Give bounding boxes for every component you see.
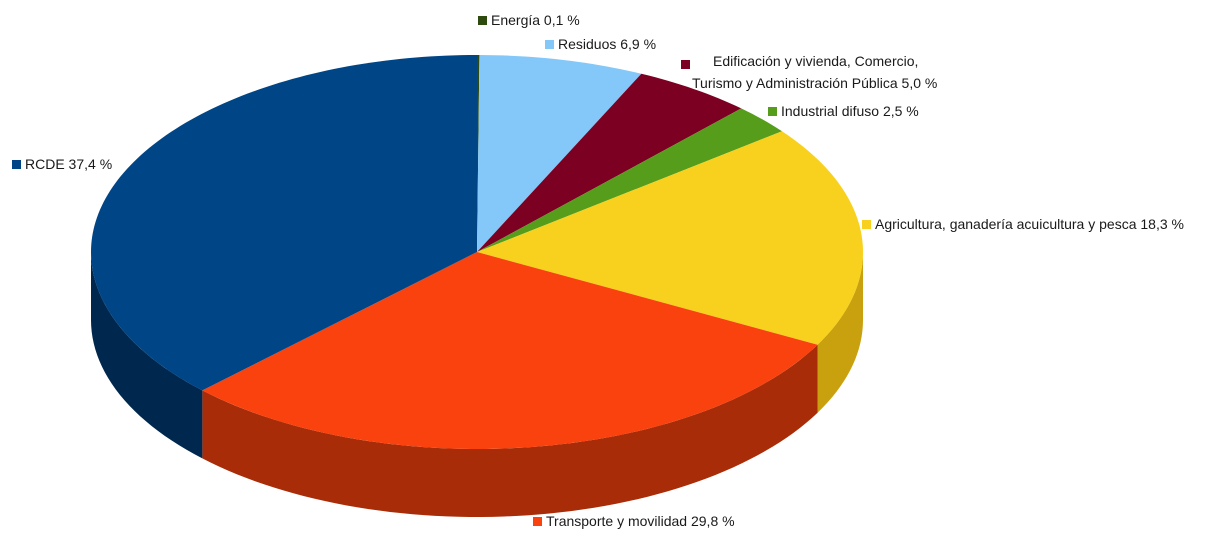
legend-swatch-5 xyxy=(533,517,542,526)
pie-slice-1 xyxy=(477,55,642,252)
legend-label-1: Residuos 6,9 % xyxy=(545,36,656,52)
legend-label-0: Energía 0,1 % xyxy=(478,12,580,28)
slice-label-2-line1: Edificación y vivienda, Comercio, xyxy=(713,53,918,69)
pie-top xyxy=(91,55,863,449)
slice-label-6: RCDE 37,4 % xyxy=(25,156,112,172)
pie-side-5 xyxy=(202,344,818,517)
legend-swatch-0 xyxy=(478,16,487,25)
legend-label-3: Industrial difuso 2,5 % xyxy=(768,103,919,119)
slice-label-1: Residuos 6,9 % xyxy=(558,36,656,52)
pie-sides xyxy=(91,252,863,517)
slice-label-0: Energía 0,1 % xyxy=(491,12,580,28)
pie-side-4 xyxy=(817,252,863,413)
slice-label-5: Transporte y movilidad 29,8 % xyxy=(546,513,735,529)
pie-slice-6 xyxy=(91,55,477,391)
legend-label-6: RCDE 37,4 % xyxy=(12,156,112,172)
slice-label-2-line2: Turismo y Administración Pública 5,0 % xyxy=(692,75,937,91)
pie-side-6 xyxy=(91,252,203,459)
legend-swatch-3 xyxy=(768,107,777,116)
slice-label-3: Industrial difuso 2,5 % xyxy=(781,103,919,119)
legend-label-2: Edificación y vivienda, Comercio, Turismo… xyxy=(681,53,937,91)
legend-label-5: Transporte y movilidad 29,8 % xyxy=(533,513,735,529)
legend-swatch-1 xyxy=(545,40,554,49)
pie-slice-4 xyxy=(477,131,863,345)
legend-swatch-6 xyxy=(12,160,21,169)
legend-label-4: Agricultura, ganadería acuicultura y pes… xyxy=(862,216,1184,232)
slice-label-4: Agricultura, ganadería acuicultura y pes… xyxy=(875,216,1184,232)
legend-swatch-2 xyxy=(681,60,690,69)
pie-slice-5 xyxy=(202,252,818,449)
pie-labels: Energía 0,1 % Residuos 6,9 % Edificación y… xyxy=(12,12,1184,529)
pie-slice-2 xyxy=(477,73,742,252)
pie-slice-3 xyxy=(477,108,782,252)
legend-swatch-4 xyxy=(862,220,871,229)
